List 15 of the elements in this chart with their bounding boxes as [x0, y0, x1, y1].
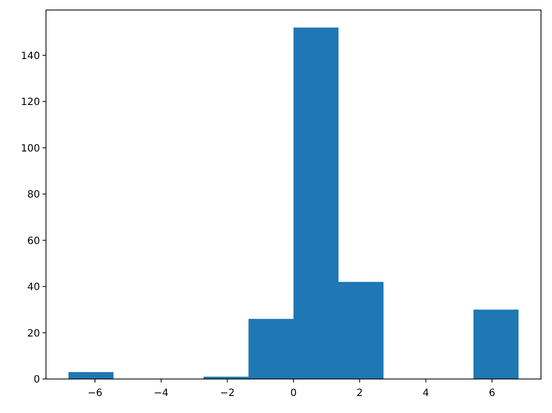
x-tick-label: 2: [356, 388, 363, 399]
y-tick-label: 60: [27, 236, 40, 247]
x-tick-label: −4: [154, 388, 169, 399]
x-tick-label: −2: [220, 388, 235, 399]
y-tick-label: 40: [27, 282, 40, 294]
x-tick-label: 0: [290, 388, 297, 399]
y-tick-label: 100: [20, 143, 40, 154]
y-tick-label: 20: [27, 328, 40, 340]
y-tick-label: 0: [34, 374, 40, 386]
y-tick-label: 120: [20, 97, 40, 108]
x-tick-label: −6: [88, 388, 102, 399]
y-tick-label: 80: [27, 190, 40, 201]
x-tick-label: 6: [488, 388, 496, 399]
y-tick-label: 140: [20, 50, 40, 62]
x-tick-label: 4: [422, 388, 430, 399]
